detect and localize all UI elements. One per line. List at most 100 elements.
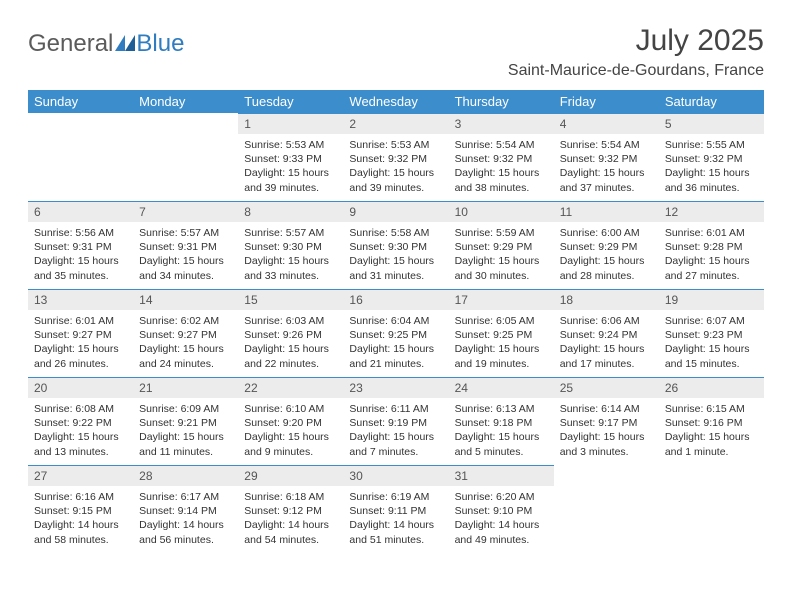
day-details: Sunrise: 5:53 AMSunset: 9:32 PMDaylight:… [343, 134, 448, 201]
sunset-text: Sunset: 9:10 PM [455, 504, 548, 518]
sunrise-text: Sunrise: 6:17 AM [139, 490, 232, 504]
daylight-text: Daylight: 15 hours and 1 minute. [665, 430, 758, 458]
day-details: Sunrise: 5:57 AMSunset: 9:31 PMDaylight:… [133, 222, 238, 289]
calendar-cell: 13Sunrise: 6:01 AMSunset: 9:27 PMDayligh… [28, 289, 133, 377]
sunset-text: Sunset: 9:32 PM [455, 152, 548, 166]
daylight-text: Daylight: 15 hours and 24 minutes. [139, 342, 232, 370]
weekday-header: Monday [133, 90, 238, 113]
daylight-text: Daylight: 15 hours and 38 minutes. [455, 166, 548, 194]
daylight-text: Daylight: 15 hours and 21 minutes. [349, 342, 442, 370]
day-number: 11 [554, 201, 659, 222]
calendar-week-row: 27Sunrise: 6:16 AMSunset: 9:15 PMDayligh… [28, 465, 764, 553]
calendar-cell: 15Sunrise: 6:03 AMSunset: 9:26 PMDayligh… [238, 289, 343, 377]
sunrise-text: Sunrise: 6:16 AM [34, 490, 127, 504]
day-details: Sunrise: 6:20 AMSunset: 9:10 PMDaylight:… [449, 486, 554, 553]
daylight-text: Daylight: 15 hours and 39 minutes. [244, 166, 337, 194]
day-number: 6 [28, 201, 133, 222]
sunset-text: Sunset: 9:29 PM [560, 240, 653, 254]
sunset-text: Sunset: 9:30 PM [244, 240, 337, 254]
daylight-text: Daylight: 15 hours and 13 minutes. [34, 430, 127, 458]
sunrise-text: Sunrise: 6:15 AM [665, 402, 758, 416]
day-details: Sunrise: 5:55 AMSunset: 9:32 PMDaylight:… [659, 134, 764, 201]
weekday-header: Thursday [449, 90, 554, 113]
calendar-cell: 4Sunrise: 5:54 AMSunset: 9:32 PMDaylight… [554, 113, 659, 201]
day-details: Sunrise: 6:08 AMSunset: 9:22 PMDaylight:… [28, 398, 133, 465]
sunrise-text: Sunrise: 6:09 AM [139, 402, 232, 416]
daylight-text: Daylight: 15 hours and 34 minutes. [139, 254, 232, 282]
day-details: Sunrise: 6:18 AMSunset: 9:12 PMDaylight:… [238, 486, 343, 553]
sunrise-text: Sunrise: 5:54 AM [455, 138, 548, 152]
brand-part1: General [28, 30, 113, 58]
calendar-cell: 20Sunrise: 6:08 AMSunset: 9:22 PMDayligh… [28, 377, 133, 465]
sunrise-text: Sunrise: 5:53 AM [244, 138, 337, 152]
day-number: 12 [659, 201, 764, 222]
calendar-cell: 18Sunrise: 6:06 AMSunset: 9:24 PMDayligh… [554, 289, 659, 377]
day-details: Sunrise: 6:02 AMSunset: 9:27 PMDaylight:… [133, 310, 238, 377]
weekday-header: Tuesday [238, 90, 343, 113]
daylight-text: Daylight: 15 hours and 39 minutes. [349, 166, 442, 194]
sunrise-text: Sunrise: 6:05 AM [455, 314, 548, 328]
page-header: General Blue July 2025 Saint-Maurice-de-… [28, 24, 764, 80]
day-number: 4 [554, 113, 659, 134]
day-number: 13 [28, 289, 133, 310]
calendar-page: General Blue July 2025 Saint-Maurice-de-… [0, 0, 792, 573]
day-number: 10 [449, 201, 554, 222]
daylight-text: Daylight: 14 hours and 51 minutes. [349, 518, 442, 546]
day-number: 5 [659, 113, 764, 134]
sunrise-text: Sunrise: 6:07 AM [665, 314, 758, 328]
calendar-cell [659, 465, 764, 553]
sunset-text: Sunset: 9:28 PM [665, 240, 758, 254]
day-details: Sunrise: 5:53 AMSunset: 9:33 PMDaylight:… [238, 134, 343, 201]
sunset-text: Sunset: 9:32 PM [349, 152, 442, 166]
calendar-cell: 28Sunrise: 6:17 AMSunset: 9:14 PMDayligh… [133, 465, 238, 553]
day-number: 22 [238, 377, 343, 398]
calendar-cell: 21Sunrise: 6:09 AMSunset: 9:21 PMDayligh… [133, 377, 238, 465]
sunrise-text: Sunrise: 6:14 AM [560, 402, 653, 416]
day-number: 29 [238, 465, 343, 486]
sunset-text: Sunset: 9:12 PM [244, 504, 337, 518]
daylight-text: Daylight: 15 hours and 9 minutes. [244, 430, 337, 458]
calendar-cell: 11Sunrise: 6:00 AMSunset: 9:29 PMDayligh… [554, 201, 659, 289]
sunset-text: Sunset: 9:14 PM [139, 504, 232, 518]
sunset-text: Sunset: 9:16 PM [665, 416, 758, 430]
day-number: 16 [343, 289, 448, 310]
day-details: Sunrise: 6:10 AMSunset: 9:20 PMDaylight:… [238, 398, 343, 465]
sunrise-text: Sunrise: 5:56 AM [34, 226, 127, 240]
sunrise-text: Sunrise: 5:55 AM [665, 138, 758, 152]
daylight-text: Daylight: 15 hours and 7 minutes. [349, 430, 442, 458]
daylight-text: Daylight: 15 hours and 35 minutes. [34, 254, 127, 282]
day-details: Sunrise: 6:01 AMSunset: 9:28 PMDaylight:… [659, 222, 764, 289]
sunset-text: Sunset: 9:27 PM [139, 328, 232, 342]
sunrise-text: Sunrise: 6:19 AM [349, 490, 442, 504]
sunset-text: Sunset: 9:33 PM [244, 152, 337, 166]
sunset-text: Sunset: 9:15 PM [34, 504, 127, 518]
logo-mark-icon [115, 30, 135, 58]
calendar-cell: 5Sunrise: 5:55 AMSunset: 9:32 PMDaylight… [659, 113, 764, 201]
day-details: Sunrise: 5:54 AMSunset: 9:32 PMDaylight:… [449, 134, 554, 201]
daylight-text: Daylight: 14 hours and 56 minutes. [139, 518, 232, 546]
title-location: Saint-Maurice-de-Gourdans, France [508, 62, 764, 80]
sunset-text: Sunset: 9:31 PM [34, 240, 127, 254]
weekday-header: Wednesday [343, 90, 448, 113]
calendar-cell: 3Sunrise: 5:54 AMSunset: 9:32 PMDaylight… [449, 113, 554, 201]
brand-logo: General Blue [28, 30, 184, 58]
sunset-text: Sunset: 9:22 PM [34, 416, 127, 430]
day-number: 21 [133, 377, 238, 398]
calendar-cell: 23Sunrise: 6:11 AMSunset: 9:19 PMDayligh… [343, 377, 448, 465]
sunset-text: Sunset: 9:24 PM [560, 328, 653, 342]
day-details: Sunrise: 6:17 AMSunset: 9:14 PMDaylight:… [133, 486, 238, 553]
day-number: 30 [343, 465, 448, 486]
daylight-text: Daylight: 15 hours and 36 minutes. [665, 166, 758, 194]
sunset-text: Sunset: 9:25 PM [349, 328, 442, 342]
brand-part2: Blue [136, 30, 184, 58]
sunset-text: Sunset: 9:25 PM [455, 328, 548, 342]
daylight-text: Daylight: 15 hours and 37 minutes. [560, 166, 653, 194]
sunrise-text: Sunrise: 5:58 AM [349, 226, 442, 240]
sunset-text: Sunset: 9:23 PM [665, 328, 758, 342]
sunrise-text: Sunrise: 5:59 AM [455, 226, 548, 240]
daylight-text: Daylight: 15 hours and 27 minutes. [665, 254, 758, 282]
calendar-cell: 9Sunrise: 5:58 AMSunset: 9:30 PMDaylight… [343, 201, 448, 289]
title-month: July 2025 [508, 24, 764, 58]
calendar-cell: 22Sunrise: 6:10 AMSunset: 9:20 PMDayligh… [238, 377, 343, 465]
sunset-text: Sunset: 9:26 PM [244, 328, 337, 342]
